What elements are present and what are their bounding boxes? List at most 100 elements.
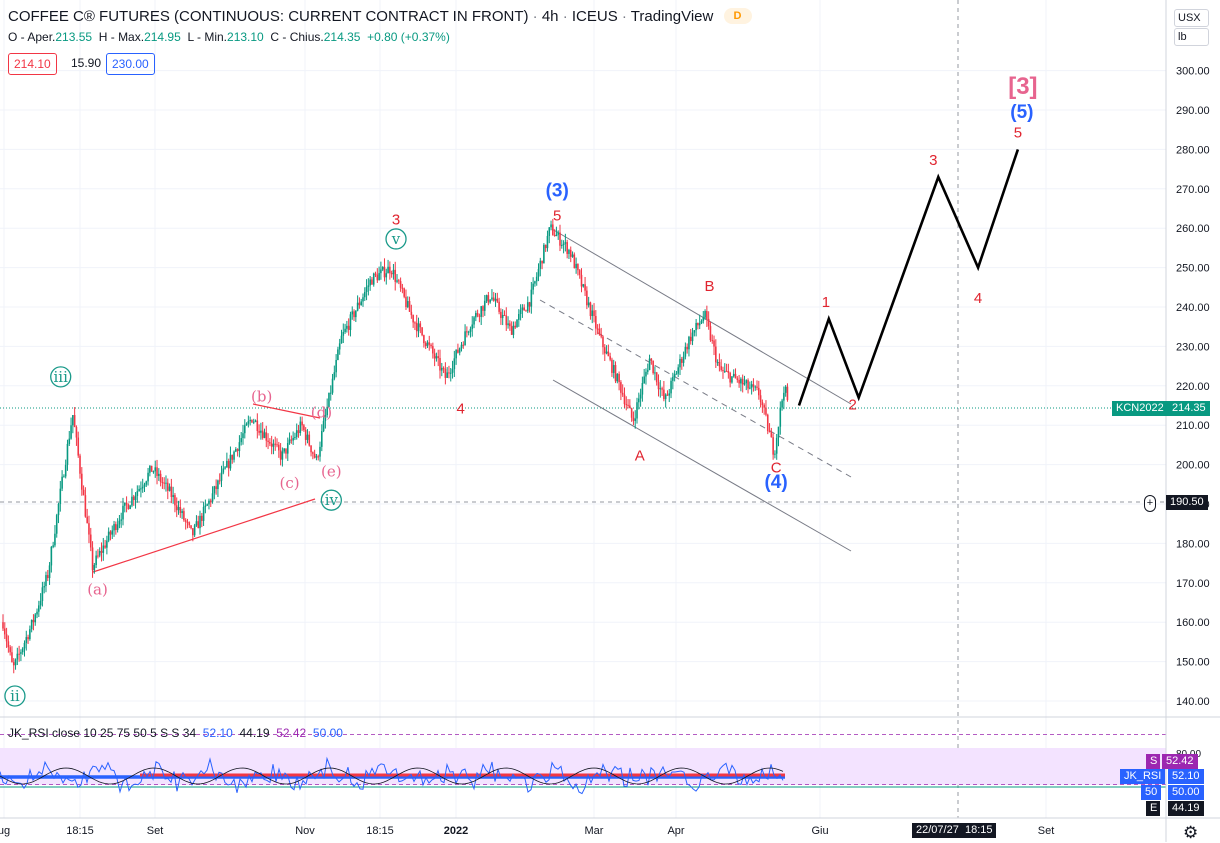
candle	[143, 482, 146, 493]
candle-body	[421, 327, 423, 336]
currency-select[interactable]: USX	[1174, 9, 1209, 27]
candle-body	[73, 415, 76, 428]
candle-body	[457, 349, 459, 353]
candle-body	[358, 302, 361, 306]
rsi-tag-e-name: E	[1146, 801, 1160, 816]
candle	[251, 419, 253, 424]
delayed-badge[interactable]: D	[723, 8, 752, 24]
rsi-tag-e-value: 44.19	[1168, 801, 1204, 816]
candle-body	[464, 331, 466, 346]
candle-body	[383, 266, 386, 278]
candle-body	[218, 480, 221, 482]
candle-body	[320, 431, 323, 447]
candle	[115, 521, 117, 535]
candle	[145, 480, 148, 487]
candle	[81, 467, 83, 496]
candle	[483, 294, 486, 316]
candle-body	[417, 323, 420, 332]
candle-body	[603, 347, 606, 354]
candle-body	[392, 269, 395, 275]
candle	[7, 635, 10, 653]
candle	[109, 530, 112, 541]
candle	[220, 465, 223, 488]
candle	[673, 370, 676, 382]
candle	[625, 396, 628, 411]
sell-price-box[interactable]: 214.10	[8, 53, 57, 75]
candle	[616, 373, 619, 384]
candle	[686, 343, 688, 354]
candle	[113, 520, 115, 537]
candle-body	[435, 356, 438, 359]
candle-body	[138, 488, 140, 492]
candle-body	[88, 523, 90, 535]
candle-body	[652, 360, 654, 374]
candle-body	[303, 425, 305, 430]
candle	[711, 334, 714, 344]
candle-body	[611, 359, 613, 373]
candle-body	[367, 285, 370, 287]
price-tick-label: 290.00	[1176, 105, 1210, 117]
candle	[620, 380, 622, 401]
candle	[578, 269, 581, 279]
candle	[655, 371, 658, 386]
candle-body	[16, 653, 19, 660]
candle	[32, 614, 35, 631]
candle	[192, 528, 194, 542]
candle-body	[595, 315, 597, 329]
candle-body	[181, 511, 183, 513]
candle-body	[768, 431, 771, 433]
rsi-label[interactable]: JK_RSI close 10 25 75 50 5 S S 34	[8, 726, 197, 740]
candle	[140, 481, 142, 498]
candle-body	[405, 296, 407, 308]
candle-body	[143, 484, 146, 487]
candle	[243, 419, 246, 439]
candle-body	[713, 340, 715, 347]
wave-label: 4	[457, 400, 465, 417]
settings-gear-icon[interactable]: ⚙	[1183, 823, 1199, 842]
interval-label[interactable]: 4h	[541, 8, 559, 25]
candle-body	[607, 351, 610, 357]
candle-body	[593, 310, 595, 316]
candle	[435, 352, 438, 362]
candle	[190, 525, 192, 530]
candle	[492, 292, 495, 302]
candle-body	[172, 495, 174, 497]
candle	[66, 439, 69, 471]
candle-body	[70, 425, 72, 439]
candle	[369, 276, 371, 291]
candle	[716, 359, 719, 366]
candle	[643, 368, 645, 384]
candle-body	[116, 524, 119, 530]
add-alert-icon[interactable]: +	[1144, 495, 1156, 512]
candle	[303, 423, 305, 432]
candle-body	[236, 449, 239, 452]
candle	[457, 343, 459, 354]
rsi-value-3: 52.42	[276, 726, 307, 740]
buy-price-box[interactable]: 230.00	[106, 53, 155, 75]
candle	[740, 377, 742, 392]
candle	[202, 502, 205, 527]
candle-body	[716, 362, 719, 364]
candle-body	[412, 315, 414, 323]
candle	[123, 502, 126, 513]
candle	[118, 515, 121, 529]
candle-body	[347, 325, 350, 330]
unit-select[interactable]: lb	[1174, 28, 1209, 46]
candle-body	[627, 404, 629, 406]
wave-label-circle	[320, 489, 343, 511]
candle-body	[761, 402, 764, 406]
candle-body	[675, 373, 678, 375]
candle	[550, 220, 552, 231]
wave-label: A	[635, 448, 645, 465]
candle-body	[582, 284, 585, 287]
candle	[385, 268, 388, 285]
candle-body	[704, 311, 706, 318]
candle	[700, 319, 703, 325]
symbol-title[interactable]: COFFEE C® FUTURES (CONTINUOUS: CURRENT C…	[8, 8, 529, 25]
candle	[566, 239, 568, 259]
candle	[88, 515, 90, 544]
candle	[236, 448, 239, 457]
candle	[756, 380, 758, 391]
candle-body	[168, 486, 171, 491]
